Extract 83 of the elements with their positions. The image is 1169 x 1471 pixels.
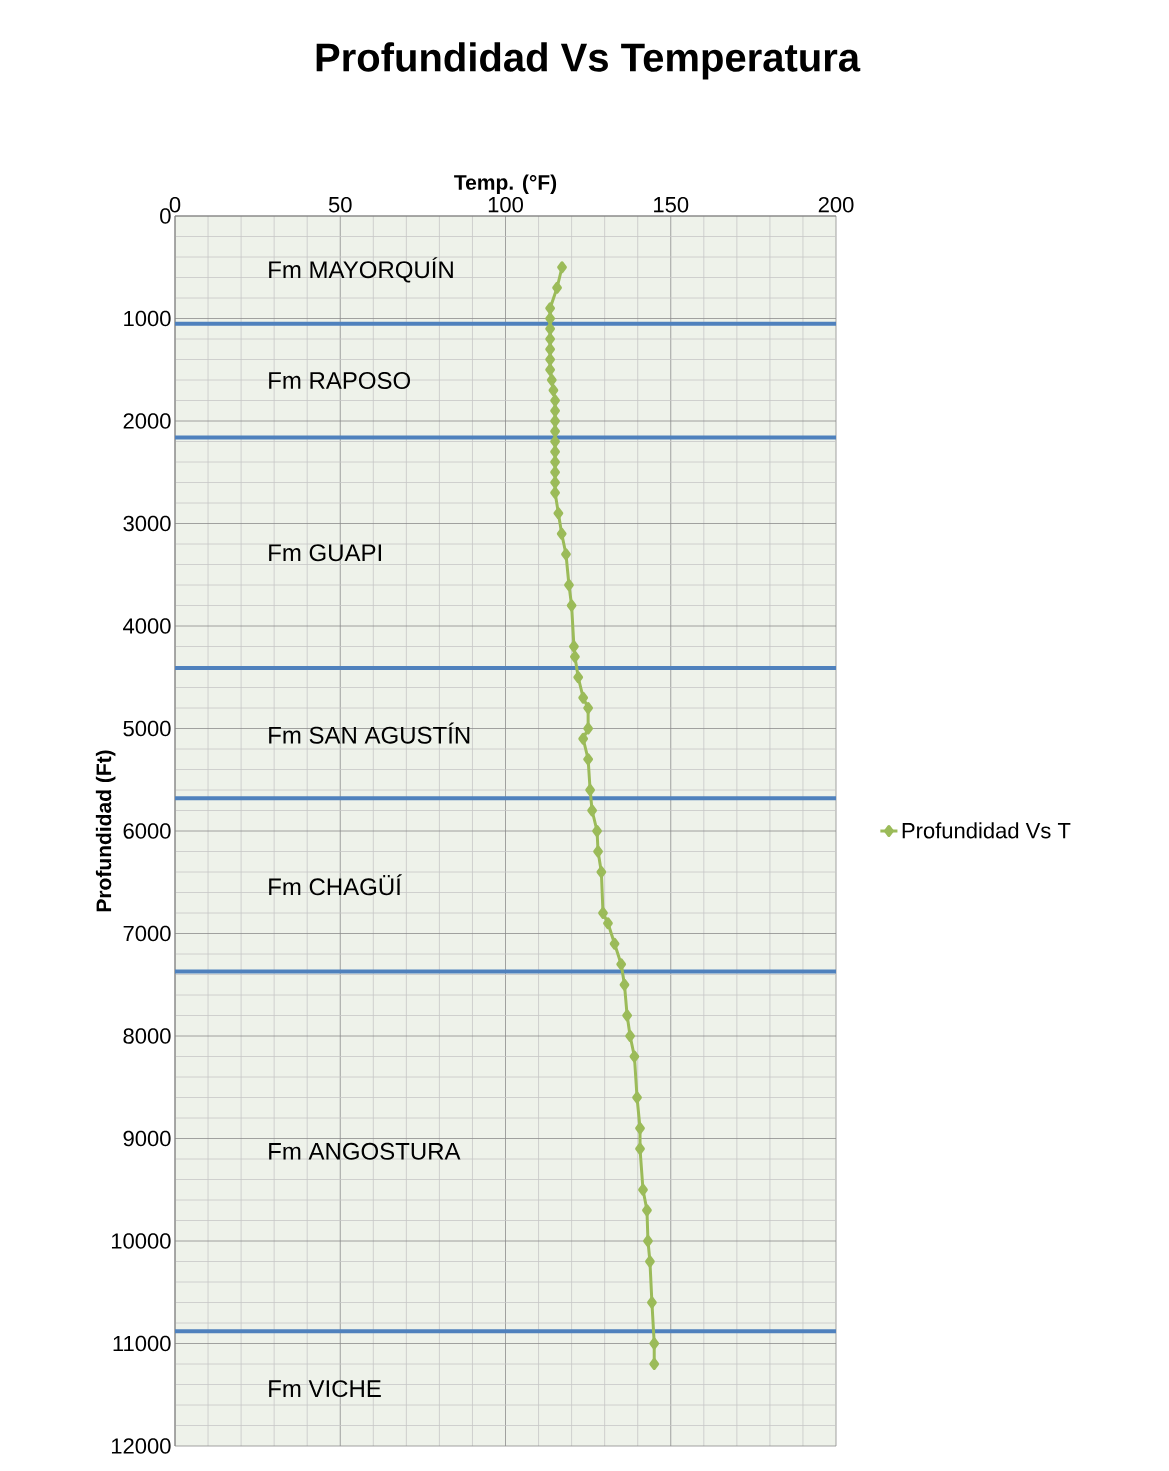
- annotation: Fm CHAGÜÍ: [269, 874, 402, 896]
- point: [546, 374, 557, 386]
- annotation: Fm MAYORQUÍN: [269, 257, 453, 283]
- point: [609, 937, 620, 950]
- point: [578, 691, 589, 704]
- point: [643, 1235, 653, 1248]
- annotation: Fm SAN AGUSTÍN: [269, 722, 470, 744]
- point: [550, 435, 560, 448]
- point: [550, 466, 560, 479]
- annotation: Fm VICHE: [269, 1380, 381, 1398]
- point: [557, 261, 567, 274]
- point: [564, 579, 574, 592]
- point: [545, 333, 555, 345]
- point: [592, 825, 602, 838]
- y-tick-label: 5000: [123, 720, 171, 737]
- point: [548, 384, 559, 397]
- y-tick-label: 7000: [123, 925, 171, 942]
- point: [561, 548, 571, 561]
- point: [550, 476, 560, 489]
- point: [550, 486, 560, 499]
- y-tick-label: 10000: [111, 1233, 171, 1249]
- y-tick-label: 3000: [123, 515, 171, 532]
- x-axis-title: Temp. (°F): [454, 174, 557, 195]
- point: [552, 281, 562, 294]
- point: [585, 784, 595, 797]
- point: [598, 907, 608, 920]
- point: [550, 425, 560, 438]
- point: [583, 702, 594, 715]
- point: [545, 312, 555, 325]
- point: [619, 978, 630, 991]
- chart-title: Profundidad Vs Temperatura: [316, 42, 861, 80]
- point: [556, 527, 567, 540]
- y-tick-label: 8000: [123, 1028, 171, 1044]
- point: [642, 1204, 652, 1217]
- point: [550, 445, 560, 458]
- x-tick-label: 100: [488, 196, 523, 213]
- y-tick-label: 4000: [123, 618, 171, 634]
- point: [629, 1050, 640, 1063]
- point: [649, 1358, 660, 1371]
- point: [569, 640, 579, 653]
- y-tick-label: 11000: [113, 1335, 171, 1352]
- point: [587, 804, 597, 817]
- point: [603, 917, 613, 930]
- point: [638, 1183, 648, 1196]
- legend-label: Profundidad Vs T: [902, 822, 1071, 839]
- point: [593, 845, 603, 858]
- y-tick-label: 0: [160, 208, 171, 224]
- point: [583, 753, 594, 766]
- point: [553, 507, 564, 520]
- point: [550, 404, 560, 417]
- x-tick-label: 150: [654, 196, 689, 213]
- y-tick-label: 9000: [123, 1130, 171, 1147]
- point: [545, 302, 555, 315]
- point: [573, 671, 584, 684]
- point: [596, 866, 607, 879]
- point: [622, 1009, 633, 1022]
- point: [583, 722, 594, 735]
- point: [550, 394, 560, 407]
- point: [578, 732, 589, 745]
- y-tick-label: 2000: [123, 413, 171, 429]
- point: [545, 343, 555, 356]
- point: [625, 1030, 635, 1043]
- y-tick-label: 1000: [124, 310, 171, 327]
- point: [545, 353, 555, 366]
- annotation: Fm ANGOSTURA: [269, 1142, 461, 1160]
- point: [635, 1122, 645, 1135]
- point: [645, 1255, 655, 1268]
- x-tick-label: 200: [818, 196, 854, 213]
- annotation: Fm RAPOSO: [269, 372, 411, 390]
- y-tick-label: 6000: [123, 823, 171, 839]
- y-tick-label: 12000: [111, 1438, 171, 1454]
- point: [649, 1337, 660, 1350]
- annotation: Fm GUAPI: [269, 544, 381, 562]
- point: [570, 650, 580, 663]
- point: [647, 1296, 657, 1309]
- y-axis-title: Profundidad (Ft): [95, 750, 116, 912]
- point: [545, 363, 555, 376]
- point: [616, 958, 627, 971]
- point: [635, 1142, 645, 1155]
- point: [566, 599, 577, 612]
- point: [545, 322, 555, 335]
- point: [632, 1091, 642, 1104]
- x-tick-label: 50: [328, 196, 352, 213]
